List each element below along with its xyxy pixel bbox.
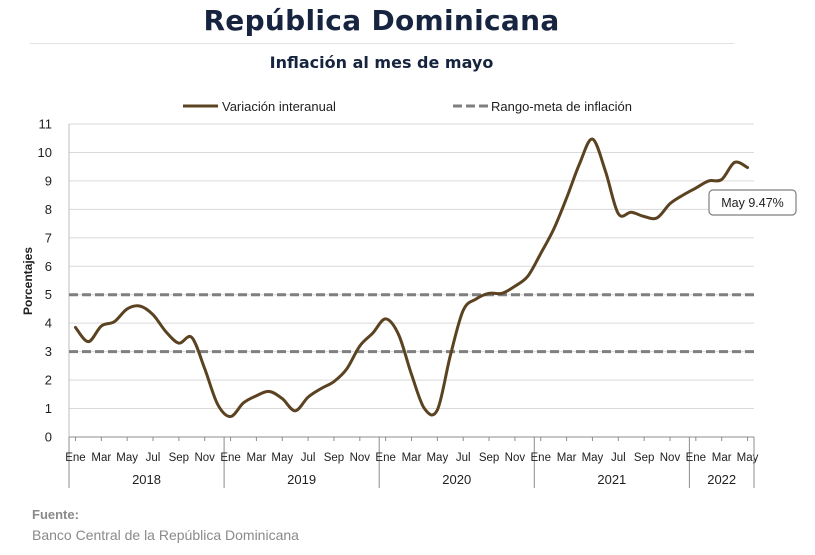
month-tick-label: May <box>271 452 293 464</box>
y-axis: 0 1 2 3 4 5 6 7 8 9 10 11 <box>38 117 70 445</box>
y-tick-label: 6 <box>45 259 52 274</box>
month-tick-label: Sep <box>324 452 344 464</box>
month-tick-label: Jul <box>301 452 316 464</box>
y-tick-label: 8 <box>45 202 52 217</box>
y-tick-label: 5 <box>45 287 52 302</box>
callout-layer: May 9.47% <box>708 189 797 216</box>
month-tick-label: Ene <box>686 452 706 464</box>
y-tick-label: 3 <box>45 344 52 359</box>
month-tick-label: Sep <box>634 452 654 464</box>
chart-subtitle: Inflación al mes de mayo <box>269 53 494 72</box>
month-tick-label: Ene <box>531 452 551 464</box>
target-range-lines <box>69 293 754 354</box>
y-tick-label: 4 <box>45 316 52 331</box>
y-tick-label: 1 <box>45 401 52 416</box>
callout-label: May 9.47% <box>721 196 784 210</box>
y-tick-label: 7 <box>45 230 52 245</box>
month-tick-label: Ene <box>375 452 395 464</box>
y-tick-label: 10 <box>38 145 52 160</box>
chart-title: República Dominicana <box>203 4 560 37</box>
month-tick-label: Mar <box>712 452 732 464</box>
month-tick-label: Sep <box>479 452 499 464</box>
month-tick-label: May <box>582 452 604 464</box>
series-layer <box>73 137 750 419</box>
title-divider <box>30 43 734 44</box>
year-label: 2019 <box>287 472 316 487</box>
month-tick-label: Nov <box>660 452 681 464</box>
month-tick-label: May <box>116 452 138 464</box>
month-tick-label: May <box>426 452 448 464</box>
y-axis-label: Porcentajes <box>21 247 35 315</box>
grid-lines <box>69 123 754 410</box>
year-label: 2018 <box>132 472 161 487</box>
month-tick-label: Nov <box>505 452 526 464</box>
legend-label-target: Rango-meta de inflación <box>491 99 632 114</box>
source-label: Fuente: <box>32 507 79 522</box>
year-label: 2021 <box>597 472 626 487</box>
month-tick-label: Mar <box>402 452 422 464</box>
month-tick-label: Mar <box>91 452 111 464</box>
year-label: 2022 <box>707 472 736 487</box>
source-text: Banco Central de la República Dominicana <box>32 527 299 543</box>
month-tick-label: May <box>737 452 759 464</box>
month-tick-label: Ene <box>220 452 240 464</box>
month-tick-label: Jul <box>146 452 161 464</box>
x-axis: Ene Mar May Jul Sep Nov 2018 Ene Mar May Jul Sep Nov… <box>65 436 759 488</box>
series-line <box>73 137 750 419</box>
month-tick-label: Nov <box>350 452 371 464</box>
y-tick-label: 9 <box>45 173 52 188</box>
month-tick-label: Mar <box>557 452 577 464</box>
month-tick-label: Mar <box>246 452 266 464</box>
y-tick-label: 0 <box>45 430 52 445</box>
callout-box <box>708 189 797 216</box>
y-tick-label: 2 <box>45 373 52 388</box>
month-tick-label: Jul <box>611 452 626 464</box>
month-tick-label: Ene <box>65 452 85 464</box>
legend-label-series: Variación interanual <box>222 99 336 114</box>
y-tick-label: 11 <box>39 117 53 132</box>
month-tick-label: Jul <box>456 452 471 464</box>
year-label: 2020 <box>442 472 471 487</box>
month-tick-label: Nov <box>194 452 215 464</box>
legend: Variación interanual Rango-meta de inflac… <box>183 99 632 114</box>
month-tick-label: Sep <box>169 452 189 464</box>
